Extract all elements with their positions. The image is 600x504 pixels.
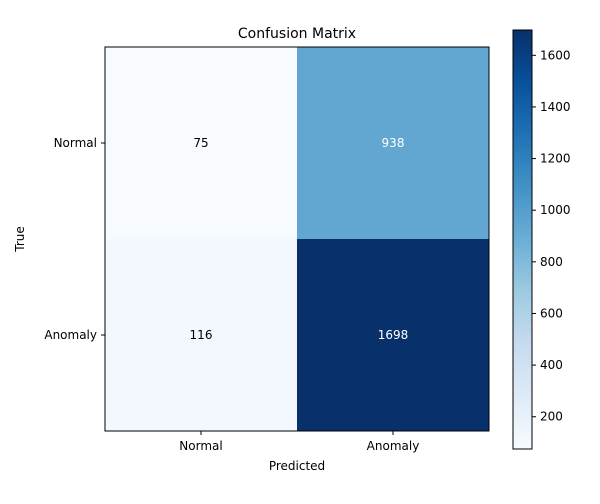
colorbar-tick-label: 800 — [540, 255, 563, 269]
heatmap-cell — [105, 47, 297, 239]
x-tick-label: Anomaly — [367, 439, 420, 453]
plot-frame — [104, 46, 490, 432]
y-axis-label: True — [13, 226, 27, 253]
cell-value-label: 116 — [190, 328, 213, 342]
cell-value-label: 938 — [382, 136, 405, 150]
y-tick-label: Normal — [54, 136, 97, 150]
colorbar-tick-label: 1400 — [540, 100, 571, 114]
x-tick-label: Normal — [179, 439, 222, 453]
colorbar-ticks: 200 400 600 800 1000 1200 1400 1600 — [532, 48, 571, 424]
heatmap-cell — [297, 47, 489, 239]
cell-value-label: 1698 — [378, 328, 409, 342]
x-axis-ticks: Normal Anomaly — [179, 431, 419, 453]
cell-labels: 75 938 116 1698 — [190, 136, 409, 342]
heatmap-cells — [105, 47, 489, 431]
colorbar — [512, 29, 533, 450]
cell-value-label: 75 — [193, 136, 208, 150]
y-axis-ticks: Normal Anomaly — [44, 136, 105, 342]
colorbar-tick-label: 1000 — [540, 203, 571, 217]
colorbar-tick-label: 200 — [540, 410, 563, 424]
colorbar-tick-label: 1600 — [540, 48, 571, 62]
heatmap-cell — [105, 239, 297, 431]
colorbar-tick-label: 400 — [540, 358, 563, 372]
chart-title: Confusion Matrix — [238, 26, 356, 42]
colorbar-tick-label: 600 — [540, 306, 563, 320]
x-axis-label: Predicted — [269, 459, 325, 473]
heatmap-cell — [297, 239, 489, 431]
y-tick-label: Anomaly — [44, 328, 97, 342]
colorbar-tick-label: 1200 — [540, 152, 571, 166]
